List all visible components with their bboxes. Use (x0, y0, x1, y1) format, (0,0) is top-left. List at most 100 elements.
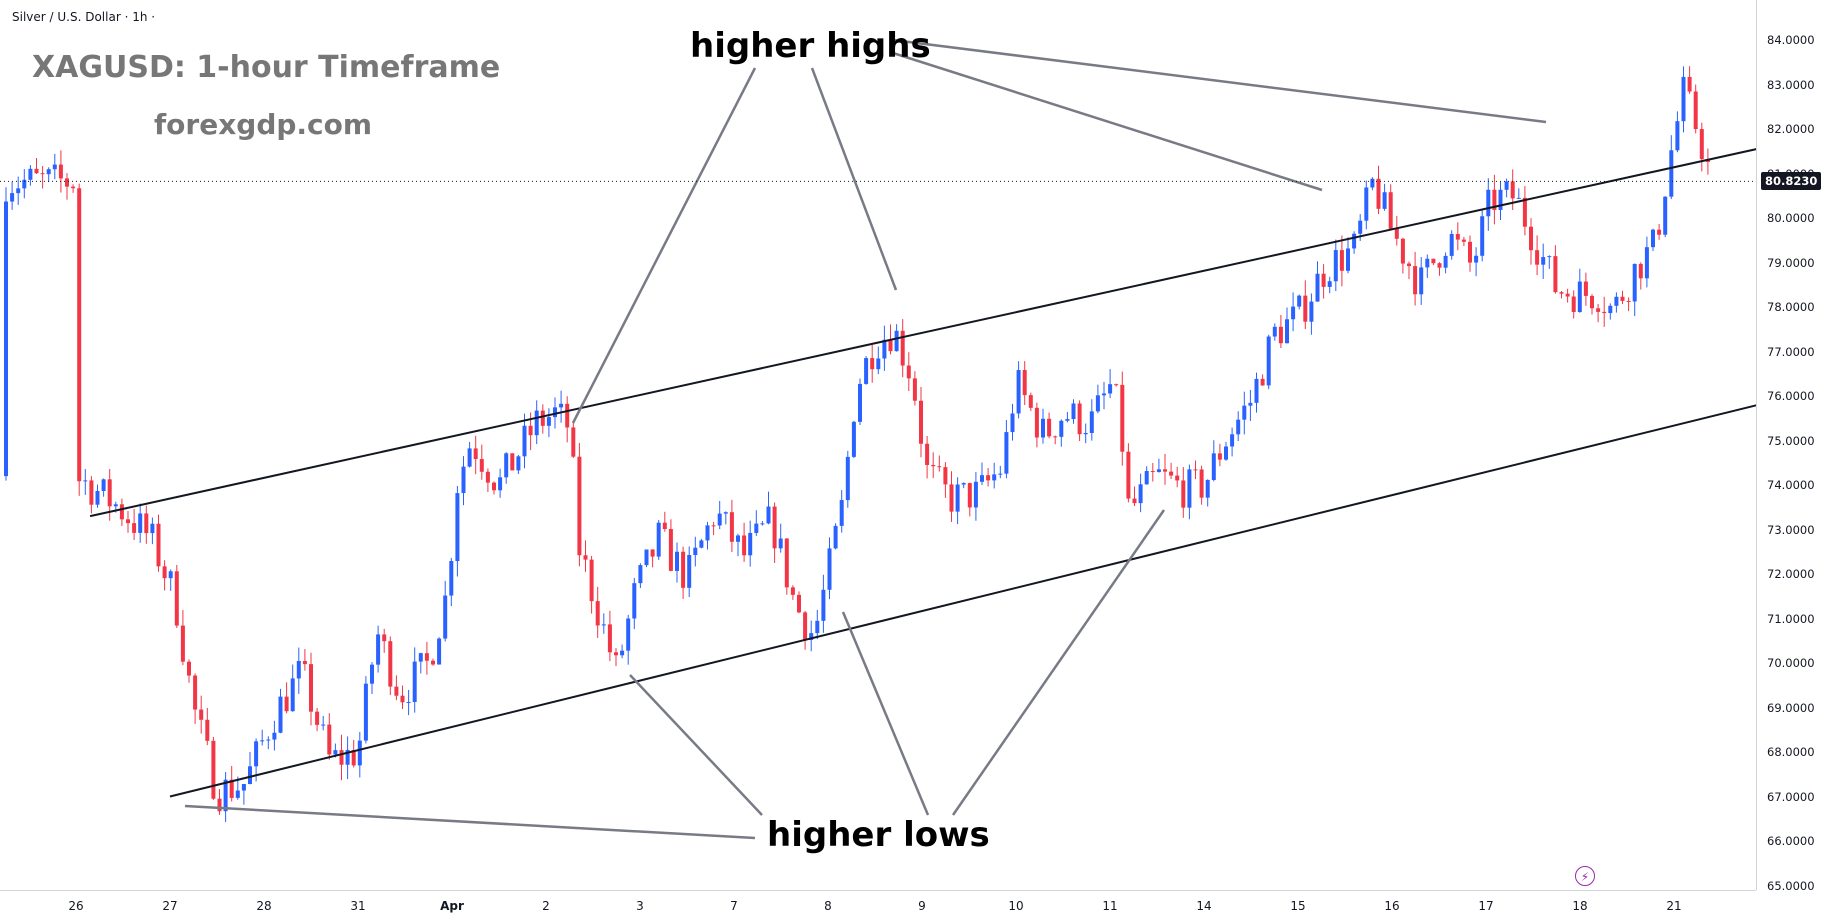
price-tick: 67.0000 (1767, 789, 1815, 804)
candle-up (498, 477, 503, 491)
chart-canvas[interactable] (0, 0, 1756, 890)
candle-down (58, 164, 63, 179)
candle-up (290, 678, 295, 712)
symbol-label[interactable]: Silver / U.S. Dollar · 1h · (12, 10, 156, 24)
candle-up (10, 193, 15, 202)
candle-down (650, 549, 655, 557)
last-price-badge: 80.8230 (1761, 172, 1822, 191)
higher-highs-label: higher highs (690, 26, 931, 66)
price-tick: 77.0000 (1767, 344, 1815, 359)
candle-down (1376, 178, 1381, 209)
price-tick: 74.0000 (1767, 478, 1815, 492)
candle-up (876, 358, 881, 370)
pointers-layer (184, 38, 1547, 840)
candle-up (296, 660, 301, 679)
candle-up (321, 724, 326, 726)
candle-up (138, 513, 143, 533)
candle-up (370, 664, 374, 684)
candle-up (1358, 220, 1363, 234)
candles-layer (4, 66, 1710, 822)
candle-down (492, 482, 496, 491)
candle-up (534, 410, 539, 436)
candle-down (1602, 311, 1607, 314)
candle-up (333, 750, 338, 755)
candle-down (1553, 256, 1558, 293)
candle-down (77, 188, 82, 482)
candle-up (815, 620, 820, 634)
candle-down (107, 479, 112, 507)
candle-up (1095, 395, 1100, 412)
time-tick: 3 (636, 899, 644, 913)
candle-up (1285, 319, 1289, 344)
higher-highs-pointer (571, 67, 757, 424)
candle-down (132, 523, 137, 533)
candle-up (1266, 336, 1271, 386)
time-tick: 11 (1102, 899, 1118, 913)
candle-down (315, 711, 320, 725)
candle-up (254, 741, 259, 767)
candle-up (376, 634, 381, 665)
candle-up (1071, 403, 1076, 420)
candle-down (217, 798, 222, 812)
candle-up (1041, 418, 1045, 438)
candle-up (1236, 419, 1241, 435)
candle-down (1583, 281, 1588, 296)
candle-down (174, 571, 179, 626)
lightning-bolt-icon[interactable]: ⚡ (1575, 866, 1595, 886)
candle-down (943, 467, 948, 485)
candle-down (1461, 239, 1466, 242)
candle-up (1089, 411, 1094, 433)
higher-highs-pointer (810, 67, 898, 291)
candle-down (119, 504, 124, 520)
candle-down (1175, 475, 1180, 481)
candle-up (278, 696, 283, 733)
candle-down (583, 555, 588, 560)
price-scale[interactable]: 84.000083.000082.000081.000080.000079.00… (1756, 0, 1824, 893)
candle-down (1199, 469, 1204, 498)
candle-down (1400, 238, 1405, 264)
candle-up (461, 466, 466, 494)
candle-up (1449, 233, 1454, 256)
candle-up (260, 740, 265, 742)
candle-up (1474, 255, 1479, 263)
candle-down (912, 378, 917, 401)
candle-up (1230, 434, 1235, 447)
candle-up (626, 618, 631, 651)
candle-down (1169, 471, 1174, 476)
candle-up (980, 475, 984, 482)
candle-down (803, 612, 808, 640)
candle-down (71, 186, 76, 189)
candle-up (357, 740, 362, 766)
candle-down (790, 587, 795, 595)
chart-pane[interactable]: Silver / U.S. Dollar · 1h · XAGUSD: 1-ho… (0, 0, 1756, 890)
candle-down (595, 601, 600, 626)
candle-down (1278, 326, 1283, 344)
candle-down (711, 525, 716, 527)
candle-down (1529, 226, 1533, 251)
candle-down (540, 410, 545, 426)
candle-down (1431, 258, 1436, 264)
candle-up (1315, 273, 1320, 302)
candle-down (1028, 395, 1033, 408)
candle-up (809, 633, 814, 640)
price-tick: 82.0000 (1767, 122, 1815, 136)
candle-up (1254, 378, 1259, 403)
candle-down (1413, 266, 1418, 295)
time-tick: 10 (1008, 899, 1024, 913)
candle-down (1388, 192, 1393, 229)
time-scale[interactable]: 26 27 28 31 Apr 2 3 7 8 9 10 11 14 15 16 17 18 21 (0, 890, 1756, 922)
candle-down (162, 566, 167, 579)
candle-up (22, 179, 27, 189)
candle-down (1510, 181, 1515, 199)
candle-up (1211, 453, 1216, 480)
candle-down (339, 750, 344, 765)
candle-down (187, 661, 191, 676)
candle-up (845, 456, 850, 501)
higher-lows-pointer (841, 611, 930, 816)
candle-up (363, 683, 368, 741)
time-tick: 14 (1196, 899, 1212, 913)
candle-up (1675, 121, 1680, 151)
price-tick: 80.0000 (1767, 211, 1815, 225)
candle-up (437, 638, 442, 665)
candle-up (998, 473, 1003, 475)
